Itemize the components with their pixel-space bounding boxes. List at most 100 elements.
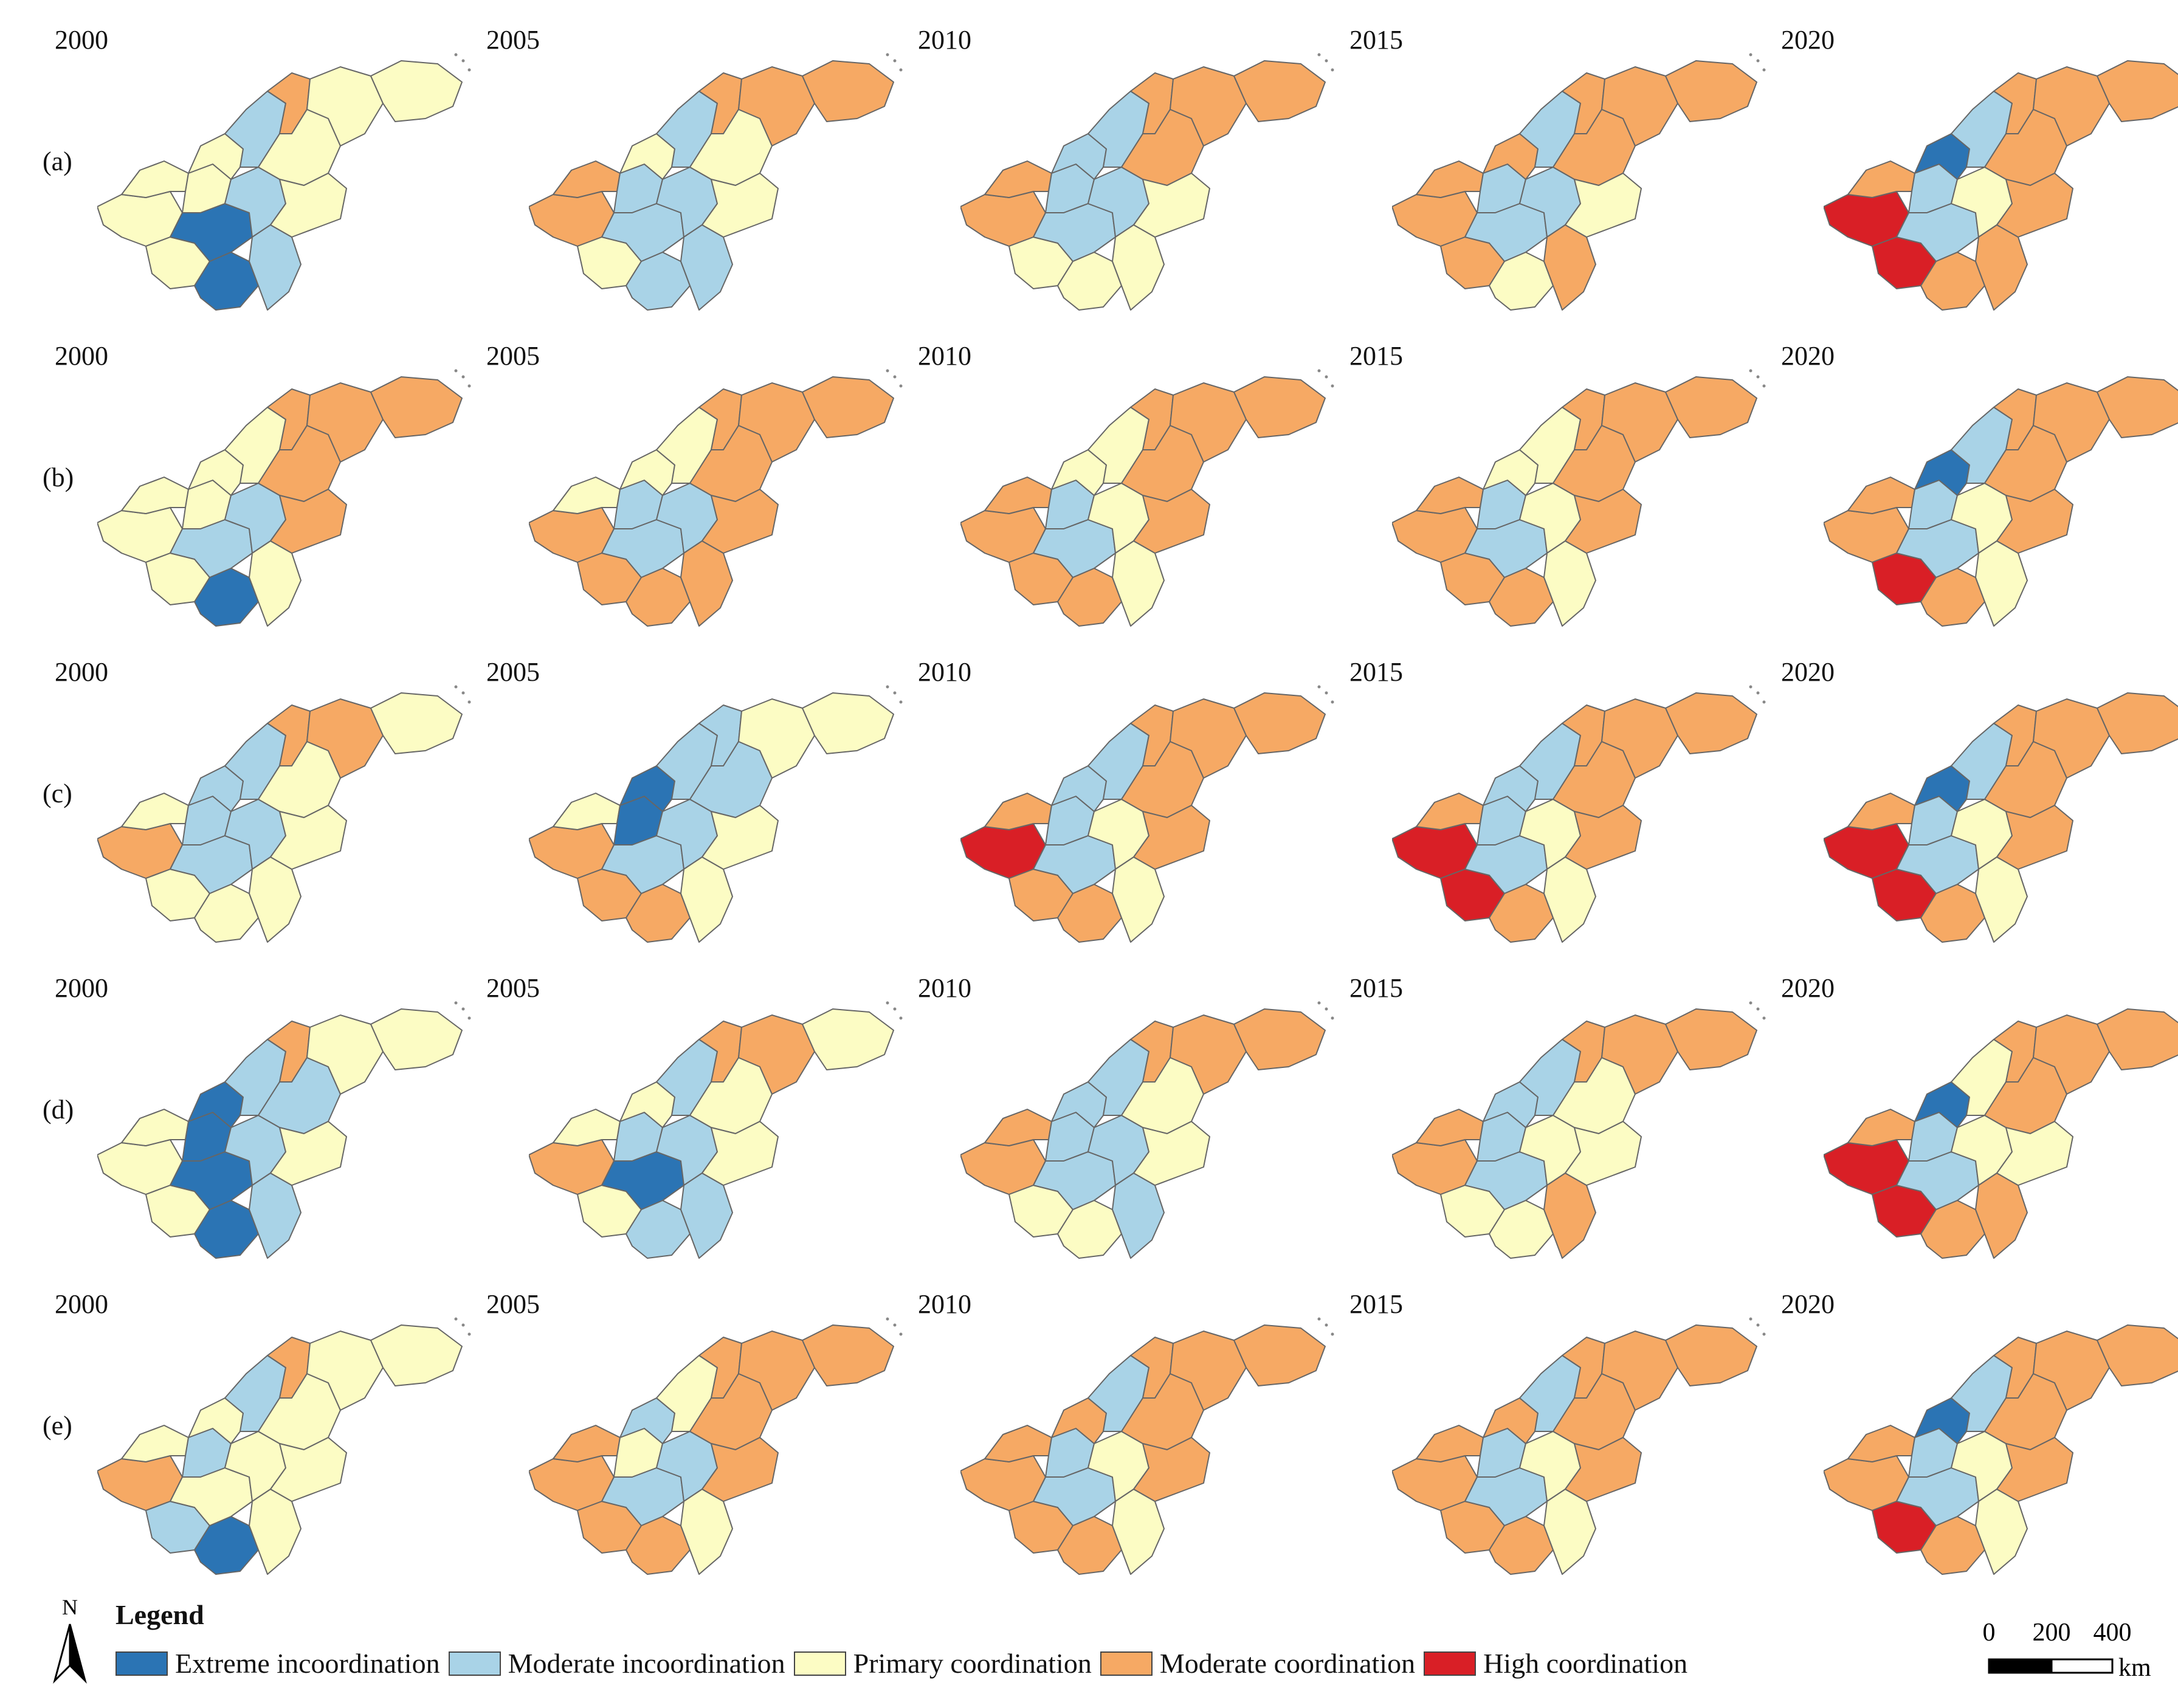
scale-tick-200: 200 xyxy=(2033,1620,2071,1647)
region-center-1 xyxy=(170,835,253,894)
region-peninsula-2 xyxy=(370,692,463,754)
region-west-1 xyxy=(984,1109,1052,1146)
year-label: 2015 xyxy=(1349,657,1403,687)
island xyxy=(1331,384,1334,388)
map-panel: 2005 xyxy=(486,24,903,328)
scale-bar: 0 200 400 km xyxy=(1983,1620,2152,1682)
region-south-2 xyxy=(1543,1173,1596,1259)
region-south-2 xyxy=(1112,224,1165,311)
region-center-1 xyxy=(1033,1467,1116,1526)
region-south-2 xyxy=(1112,1489,1165,1575)
island xyxy=(1749,685,1752,689)
region-east-2 xyxy=(1996,805,2073,870)
island xyxy=(893,1323,897,1327)
north-arrow: N xyxy=(53,1595,87,1684)
province-map xyxy=(1392,369,1766,627)
island xyxy=(1762,1016,1766,1020)
region-center-1 xyxy=(1033,203,1116,262)
region-south-2 xyxy=(1543,1489,1596,1575)
region-east-2 xyxy=(1565,1437,1642,1502)
island xyxy=(1749,53,1752,57)
map-panel: 2020 xyxy=(1781,24,2178,328)
region-east-1 xyxy=(1984,425,2067,502)
island xyxy=(461,691,465,695)
province-map xyxy=(1824,1324,2178,1575)
region-east-2 xyxy=(1565,805,1642,870)
legend-item: Extreme incoordination xyxy=(115,1647,440,1679)
map-panel: 2000 xyxy=(55,1289,471,1593)
province-map xyxy=(1824,376,2178,627)
map-panel: 2005 xyxy=(486,973,903,1276)
island xyxy=(1756,691,1760,695)
island xyxy=(461,375,465,379)
region-east-2 xyxy=(1133,805,1210,870)
region-east-1 xyxy=(1121,741,1204,818)
island xyxy=(1749,369,1752,373)
region-west-1 xyxy=(121,1425,189,1462)
province-map xyxy=(529,1317,903,1575)
region-south-2 xyxy=(1112,540,1165,627)
province-map xyxy=(1824,692,2178,943)
province-map xyxy=(1824,1008,2178,1259)
map-panel: 2000 xyxy=(55,24,471,328)
region-east-1 xyxy=(258,1373,341,1450)
legend-label: Moderate coordination xyxy=(1159,1648,1416,1679)
region-west-1 xyxy=(1416,160,1484,198)
island xyxy=(461,59,465,63)
region-center-1 xyxy=(170,1151,253,1210)
region-east-2 xyxy=(270,1437,347,1502)
province-map xyxy=(960,685,1334,943)
region-east-1 xyxy=(258,425,341,502)
region-south-2 xyxy=(1543,224,1596,311)
region-east-2 xyxy=(270,1121,347,1186)
region-peninsula-2 xyxy=(1233,692,1326,754)
year-label: 2005 xyxy=(486,1289,540,1319)
province-map xyxy=(529,1001,903,1259)
island xyxy=(454,1001,458,1005)
island xyxy=(467,1016,471,1020)
region-west-1 xyxy=(1847,793,1915,830)
map-panel: 2015 xyxy=(1349,656,1766,960)
year-label: 2000 xyxy=(55,1289,108,1319)
legend-label: High coordination xyxy=(1483,1648,1688,1679)
row-label: (a) xyxy=(43,146,72,176)
region-peninsula-2 xyxy=(1665,376,1757,438)
region-peninsula-2 xyxy=(1665,692,1757,754)
region-west-1 xyxy=(984,477,1052,514)
province-map xyxy=(1392,1317,1766,1575)
year-label: 2020 xyxy=(1781,657,1835,687)
region-south-2 xyxy=(249,1173,302,1259)
region-south-2 xyxy=(1975,1173,2028,1259)
north-arrow-label: N xyxy=(62,1595,78,1619)
map-panel: 2000 xyxy=(55,340,471,644)
region-center-1 xyxy=(1464,1151,1548,1210)
region-east-2 xyxy=(1565,489,1642,554)
island xyxy=(467,700,471,704)
region-peninsula-2 xyxy=(802,692,894,754)
island xyxy=(899,1016,903,1020)
region-east-1 xyxy=(1121,1057,1204,1134)
region-east-2 xyxy=(701,805,779,870)
island xyxy=(1325,1323,1328,1327)
region-peninsula-2 xyxy=(802,1324,894,1386)
region-east-2 xyxy=(1996,489,2073,554)
map-panel: 2000 xyxy=(55,973,471,1276)
region-east-1 xyxy=(1984,741,2067,818)
region-center-1 xyxy=(170,519,253,578)
region-east-2 xyxy=(701,1121,779,1186)
legend-swatch xyxy=(793,1651,846,1676)
region-east-2 xyxy=(1996,173,2073,238)
legend-swatch xyxy=(1100,1651,1153,1676)
region-west-1 xyxy=(1847,477,1915,514)
region-peninsula-2 xyxy=(2097,1324,2178,1386)
legend-title: Legend xyxy=(115,1599,204,1630)
region-center-1 xyxy=(601,1467,684,1526)
legend-swatch xyxy=(115,1651,168,1676)
region-east-2 xyxy=(1133,173,1210,238)
province-map xyxy=(960,1317,1334,1575)
year-label: 2000 xyxy=(55,973,108,1003)
province-map xyxy=(960,1001,1334,1259)
region-east-2 xyxy=(270,173,347,238)
region-east-1 xyxy=(689,425,773,502)
